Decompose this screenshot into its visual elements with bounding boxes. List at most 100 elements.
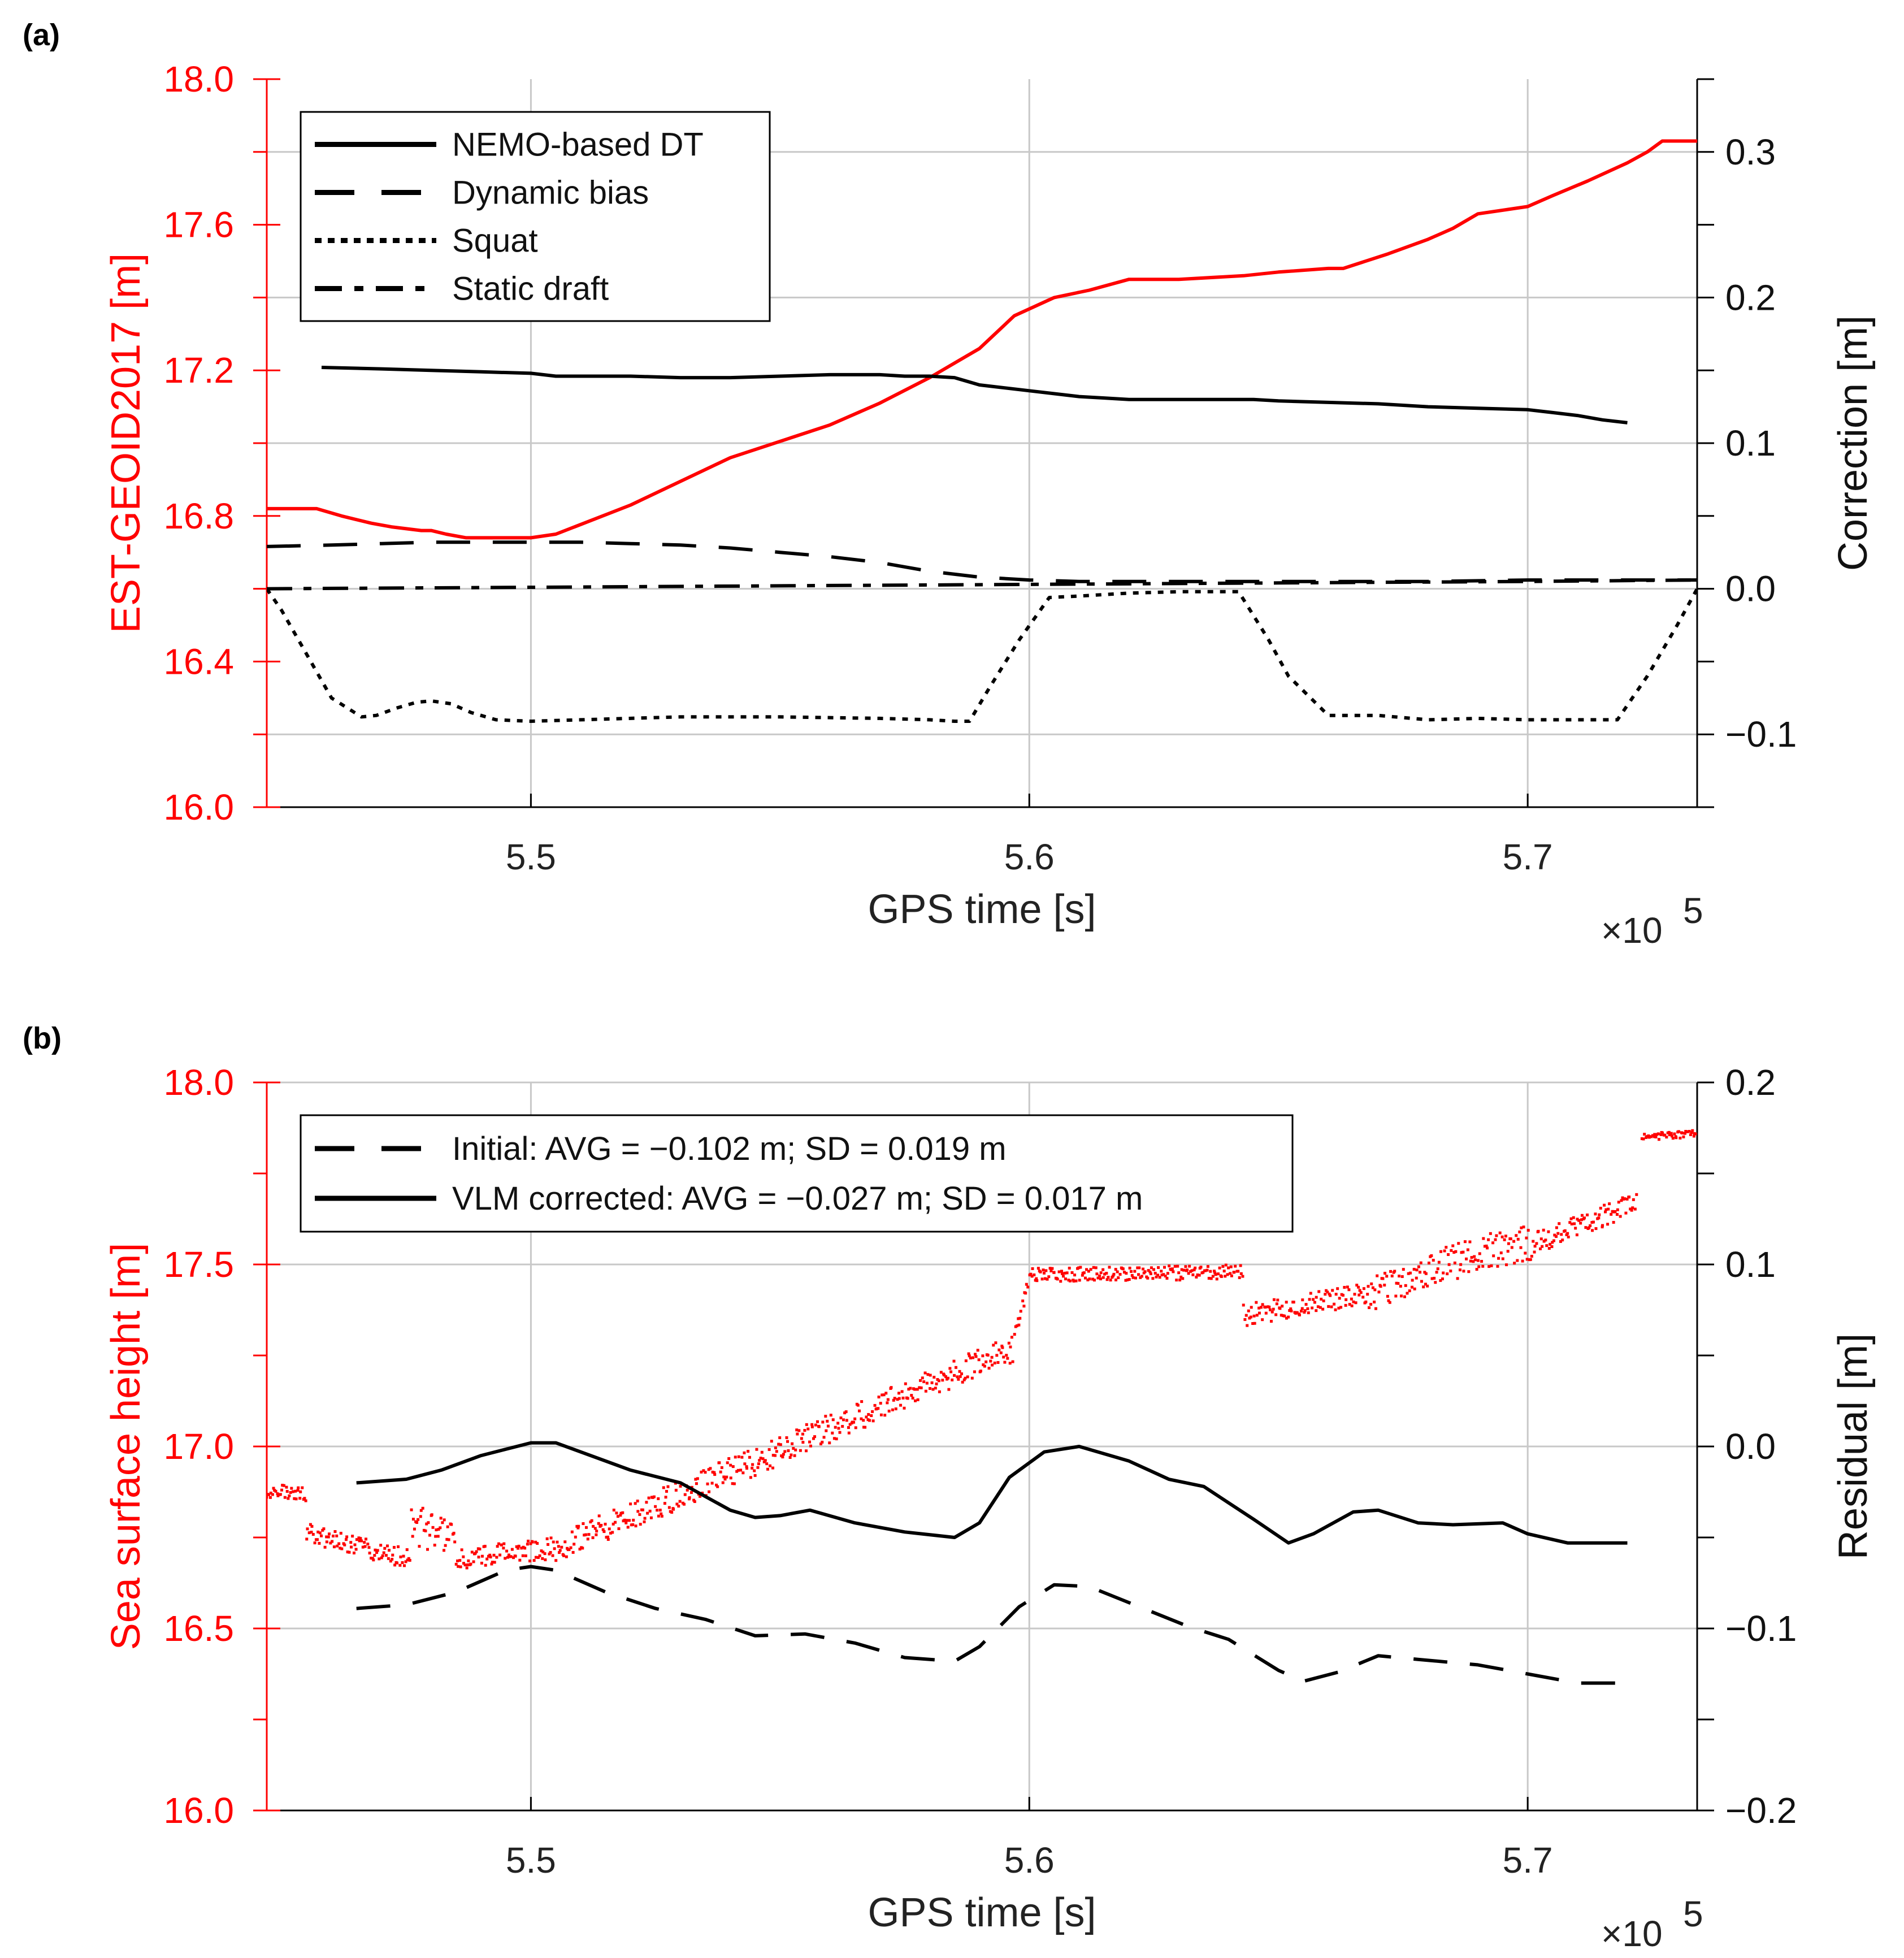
ssh-point [1067,1279,1070,1282]
ssh-point [388,1549,391,1552]
ssh-point [1191,1273,1195,1276]
ssh-point [1469,1259,1472,1263]
ssh-point [1246,1324,1249,1327]
ssh-point [641,1508,644,1511]
ssh-point [628,1519,631,1522]
ssh-point [597,1522,600,1525]
ssh-point [313,1541,316,1545]
ssh-point [521,1554,524,1557]
ssh-point [1353,1293,1356,1296]
ssh-point [614,1521,617,1524]
ssh-point [1138,1266,1141,1270]
ssh-point [615,1511,618,1515]
ssh-point [1238,1276,1241,1279]
ssh-point [475,1550,478,1553]
ssh-point [1480,1259,1484,1263]
ssh-point [1651,1134,1654,1137]
ssh-point [839,1416,843,1419]
ssh-point [421,1506,424,1510]
ssh-point [1529,1258,1532,1261]
ssh-point [1280,1314,1283,1317]
ssh-point [1322,1299,1325,1302]
ssh-point [1088,1277,1091,1281]
ssh-point [847,1426,850,1429]
ssh-point [602,1530,606,1534]
ssh-point [462,1562,465,1565]
ssh-point [1306,1307,1309,1310]
ssh-point [749,1476,752,1479]
right-tick-label: 0.0 [1725,1426,1776,1467]
ssh-point [1668,1133,1671,1137]
ssh-point [793,1454,796,1457]
ssh-point [1249,1315,1252,1319]
ssh-point [892,1398,895,1402]
ssh-point [1026,1285,1030,1289]
ssh-point [582,1522,585,1526]
ssh-point [1287,1315,1290,1319]
ssh-point [1462,1270,1465,1273]
ssh-point [554,1559,558,1562]
ssh-point [1328,1292,1331,1296]
ssh-point [463,1563,467,1567]
ssh-point [1017,1323,1021,1327]
ssh-point [1077,1266,1081,1270]
ssh-point [340,1547,344,1550]
ssh-point [354,1548,358,1551]
series-line-vlm-corrected [356,1441,1628,1545]
ssh-point [474,1552,477,1555]
ssh-point [1399,1285,1402,1288]
ssh-point [510,1548,514,1551]
ssh-point [791,1442,794,1445]
ssh-point [1261,1303,1264,1306]
ssh-point [492,1553,496,1557]
ssh-point [383,1547,387,1550]
left-tick-label: 16.0 [163,1790,234,1831]
ssh-point [1671,1137,1675,1140]
ssh-point [398,1563,402,1567]
ssh-point [718,1461,721,1465]
ssh-point [939,1371,943,1374]
ssh-point [1475,1268,1478,1271]
ssh-point [1640,1137,1643,1141]
ssh-point [1406,1292,1409,1295]
ssh-point [1568,1221,1572,1224]
ssh-point [765,1462,769,1466]
ssh-point [1022,1305,1026,1308]
ssh-point [344,1538,348,1541]
ssh-point [301,1486,304,1489]
ssh-point [918,1386,921,1389]
ssh-point [431,1526,435,1529]
ssh-point [1270,1310,1274,1314]
ssh-point [921,1376,924,1380]
ssh-point [548,1552,551,1556]
ssh-point [1682,1135,1685,1138]
ssh-point [271,1493,274,1496]
ssh-point [800,1437,803,1440]
ssh-point [808,1440,812,1444]
ssh-point [860,1417,863,1420]
ssh-point [1463,1240,1467,1244]
ssh-point [933,1375,936,1379]
ssh-point [527,1539,530,1543]
ssh-point [1625,1197,1629,1201]
ssh-point [658,1509,662,1512]
ssh-point [285,1489,289,1493]
ssh-point [538,1554,541,1557]
ssh-point [941,1379,944,1382]
ssh-point [1079,1266,1082,1269]
ssh-point [871,1419,875,1423]
ssh-point [1518,1231,1521,1234]
ssh-point [1442,1271,1445,1275]
ssh-point [1065,1271,1069,1275]
left-tick-label: 17.0 [163,1426,234,1467]
ssh-point [1601,1224,1604,1227]
ssh-point [274,1489,277,1493]
ssh-point [357,1536,361,1540]
ssh-point [748,1455,751,1459]
ssh-point [639,1523,642,1526]
ssh-point [916,1398,920,1401]
ssh-point [1603,1203,1606,1207]
ssh-point [411,1518,415,1521]
ssh-point [1163,1266,1166,1269]
ssh-point [920,1386,923,1389]
